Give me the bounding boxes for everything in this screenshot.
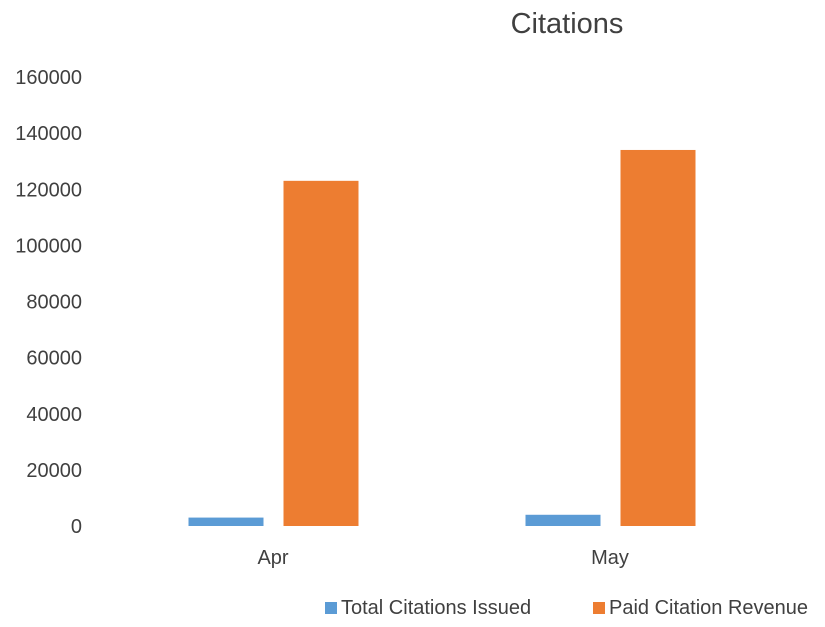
legend-swatch — [593, 602, 605, 614]
legend: Total Citations Issued Paid Citation Reve… — [325, 597, 808, 619]
y-tick-label: 0 — [71, 516, 82, 538]
bar-paid-citation-revenue-apr — [283, 180, 359, 527]
chart-title: Citations — [511, 8, 624, 40]
bar-paid-citation-revenue-may — [620, 149, 696, 526]
plot-area — [188, 149, 696, 527]
y-tick-label: 60000 — [26, 348, 82, 370]
x-axis: Apr May — [257, 547, 628, 569]
legend-label: Total Citations Issued — [341, 597, 531, 619]
bar-total-citations-issued-may — [525, 514, 601, 526]
y-tick-label: 140000 — [15, 123, 82, 145]
x-tick-label: Apr — [257, 547, 288, 569]
y-tick-label: 120000 — [15, 179, 82, 201]
bar-total-citations-issued-apr — [188, 517, 264, 526]
y-tick-label: 40000 — [26, 404, 82, 426]
y-tick-label: 20000 — [26, 460, 82, 482]
y-axis: 0 20000 40000 60000 80000 100000 120000 140000 1… — [15, 67, 82, 538]
y-tick-label: 80000 — [26, 292, 82, 314]
y-tick-label: 100000 — [15, 235, 82, 257]
x-tick-label: May — [591, 547, 629, 569]
y-tick-label: 160000 — [15, 67, 82, 89]
legend-swatch — [325, 602, 337, 614]
legend-label: Paid Citation Revenue — [609, 597, 808, 619]
